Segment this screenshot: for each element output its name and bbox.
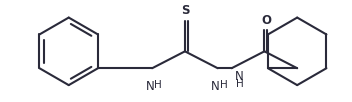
Text: N: N — [211, 80, 220, 93]
Text: S: S — [181, 4, 189, 17]
Text: H: H — [236, 79, 244, 89]
Text: O: O — [262, 13, 271, 27]
Text: N: N — [235, 70, 244, 83]
Text: H: H — [154, 80, 162, 90]
Text: N: N — [146, 80, 155, 93]
Text: H: H — [220, 80, 227, 90]
